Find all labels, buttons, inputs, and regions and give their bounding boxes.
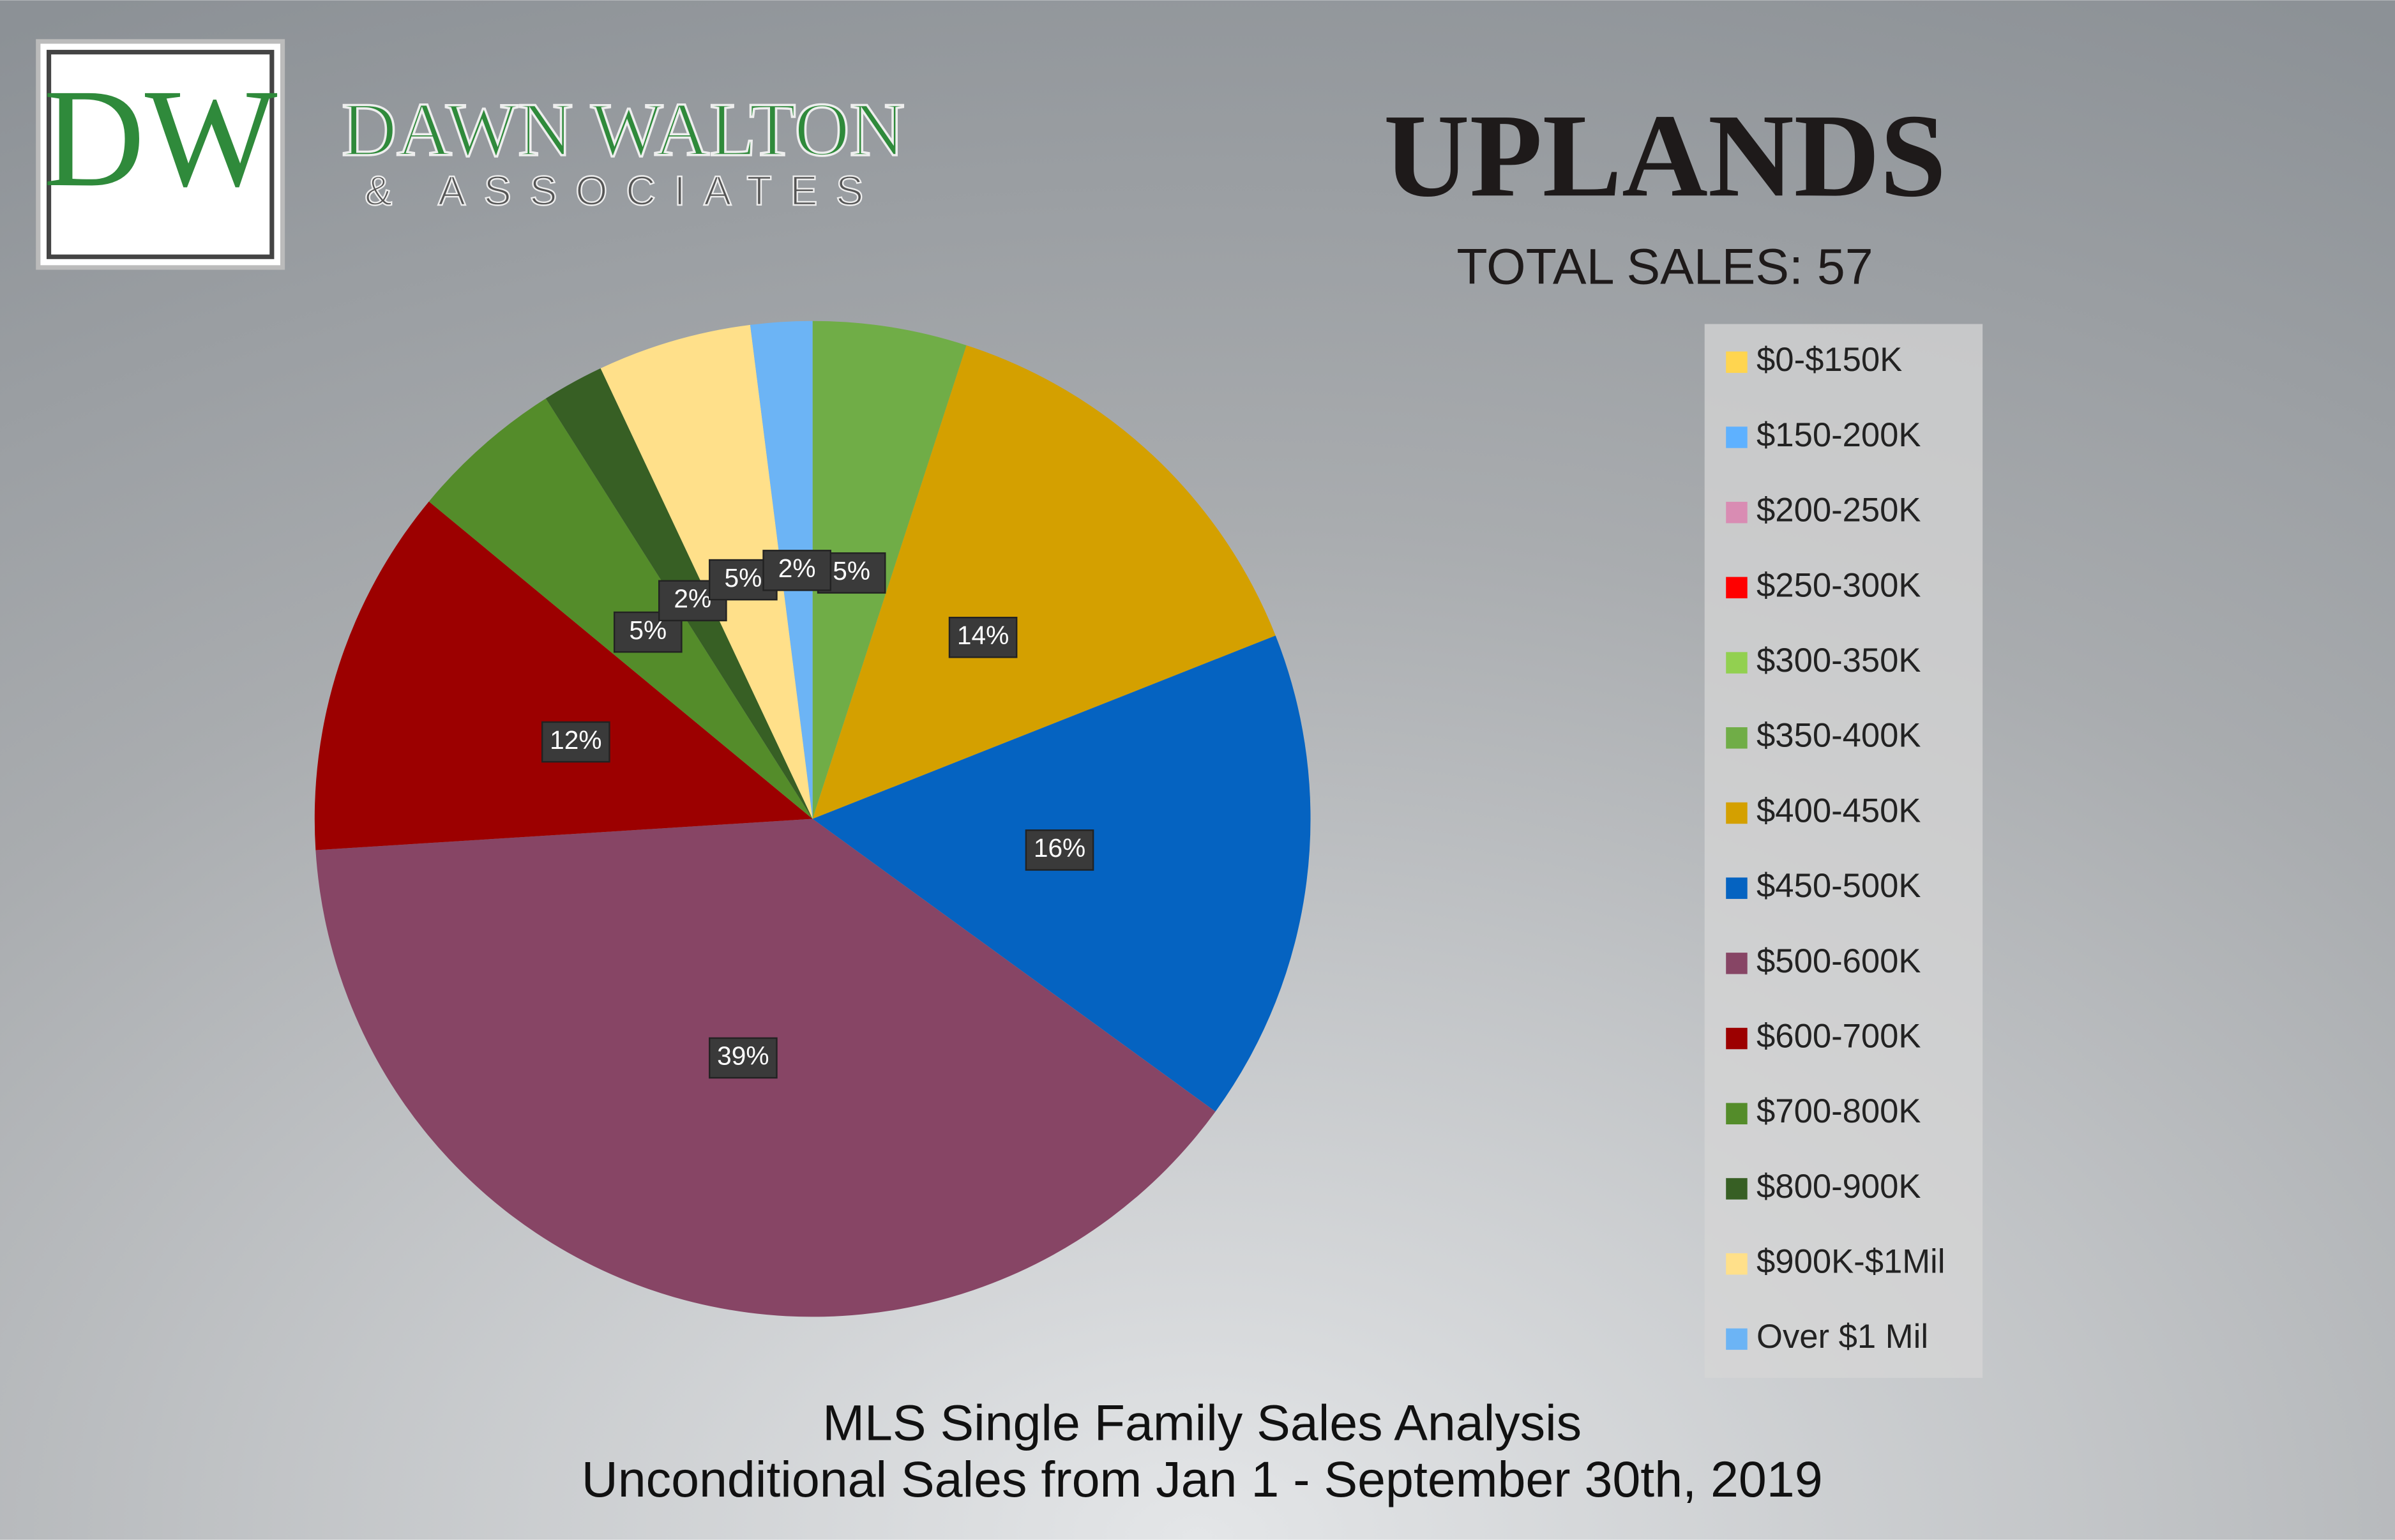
legend-label: $200-250K [1757, 492, 1921, 529]
legend-label: $0-$150K [1757, 341, 1902, 379]
legend-label: $900K-$1Mil [1757, 1243, 1945, 1281]
legend-swatch [1726, 1103, 1748, 1124]
legend-swatch [1726, 427, 1748, 448]
logo-frame [36, 39, 285, 270]
logo-name: DAWN WALTON [342, 87, 905, 172]
legend-swatch [1726, 877, 1748, 899]
legend-swatch [1726, 727, 1748, 749]
legend-label: $450-500K [1757, 867, 1921, 905]
data-label-box [541, 721, 610, 763]
data-label-box [709, 1037, 778, 1079]
legend-label: $400-450K [1757, 792, 1921, 829]
data-label: 39% [717, 1041, 769, 1071]
pie-slice [314, 501, 813, 850]
legend-label: $350-400K [1757, 717, 1921, 755]
legend-swatch [1726, 351, 1748, 374]
legend-label: Over $1 Mil [1757, 1318, 1928, 1355]
data-label-box [948, 617, 1018, 658]
legend-swatch [1726, 652, 1748, 674]
logo-initials: DW [43, 60, 278, 216]
data-label: 2% [674, 584, 711, 614]
footer-line: Unconditional Sales from Jan 1 - Septemb… [582, 1451, 1823, 1507]
pie-slice [428, 398, 813, 819]
legend-swatch [1726, 1253, 1748, 1275]
data-label: 5% [724, 563, 762, 593]
logo-sub: & ASSOCIATES [365, 168, 882, 214]
data-label: 16% [1034, 833, 1085, 863]
legend-box [1704, 324, 1983, 1378]
legend-swatch [1726, 953, 1748, 974]
chart-subtitle: TOTAL SALES: 57 [1456, 239, 1873, 295]
legend-label: $250-300K [1757, 566, 1921, 604]
legend-swatch [1726, 1178, 1748, 1200]
legend-label: $500-600K [1757, 942, 1921, 980]
data-label-box [762, 550, 832, 591]
legend-swatch [1726, 1027, 1748, 1050]
legend-label: $800-900K [1757, 1168, 1921, 1205]
legend-swatch [1726, 501, 1748, 524]
data-label: 2% [778, 554, 816, 583]
legend-label: $600-700K [1757, 1017, 1921, 1055]
legend-swatch [1726, 577, 1748, 599]
legend-label: $700-800K [1757, 1092, 1921, 1130]
data-label-box [1025, 829, 1094, 871]
data-label: 5% [833, 556, 870, 585]
pie-slice [812, 635, 1311, 1112]
pie-slice [812, 345, 1276, 819]
chart-title: UPLANDS [1384, 90, 1946, 222]
legend-label: $150-200K [1757, 416, 1921, 454]
pie-slice [600, 324, 813, 819]
footer-line: MLS Single Family Sales Analysis [822, 1395, 1582, 1451]
pie-slice [812, 321, 967, 819]
legend-swatch [1726, 802, 1748, 824]
data-label: 14% [957, 621, 1009, 650]
data-label: 12% [550, 725, 601, 755]
legend-label: $300-350K [1757, 642, 1921, 679]
legend-swatch [1726, 1328, 1748, 1350]
logo-border [46, 50, 275, 259]
